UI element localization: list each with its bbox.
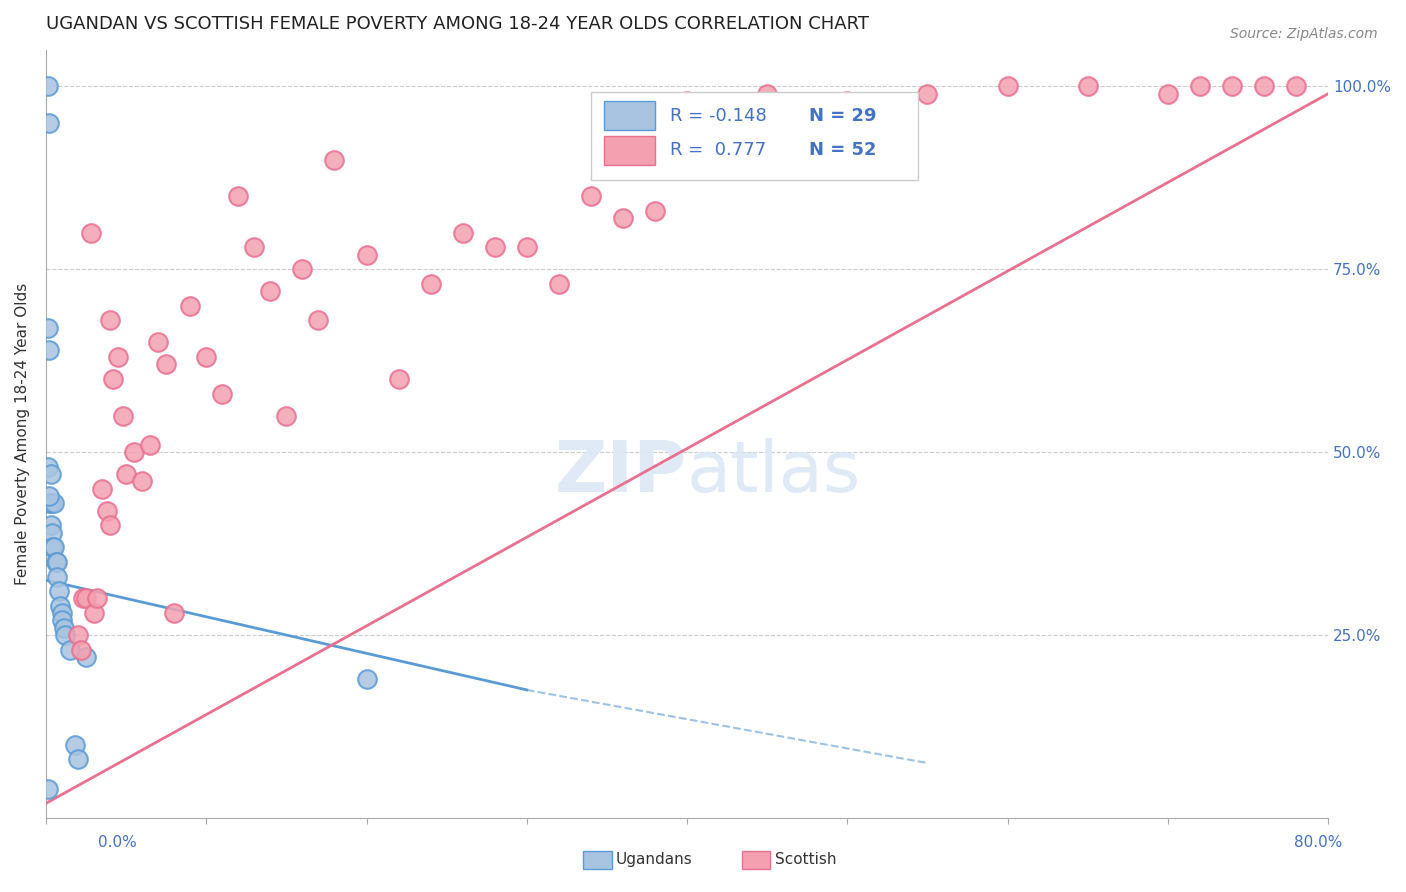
Point bbox=[80, 226, 103, 240]
Point bbox=[131, 475, 153, 489]
Point bbox=[59, 642, 82, 657]
Point bbox=[75, 650, 97, 665]
Point bbox=[1157, 87, 1180, 101]
Point bbox=[38, 489, 60, 503]
Point bbox=[42, 496, 65, 510]
Point bbox=[1285, 79, 1308, 94]
Point bbox=[37, 781, 59, 796]
Point bbox=[291, 262, 314, 277]
Text: ZIP: ZIP bbox=[555, 438, 688, 507]
Point bbox=[46, 555, 69, 569]
Point bbox=[122, 445, 145, 459]
Point bbox=[46, 569, 69, 583]
Text: Scottish: Scottish bbox=[775, 853, 837, 867]
Point bbox=[756, 87, 779, 101]
Point bbox=[155, 358, 177, 372]
Point bbox=[66, 628, 89, 642]
Point bbox=[1188, 79, 1211, 94]
Point bbox=[226, 189, 249, 203]
Point bbox=[676, 94, 699, 108]
Text: Ugandans: Ugandans bbox=[616, 853, 693, 867]
Point bbox=[195, 350, 218, 364]
Point bbox=[49, 599, 72, 613]
Point bbox=[107, 350, 129, 364]
Text: R = -0.148: R = -0.148 bbox=[671, 107, 768, 125]
Point bbox=[98, 313, 121, 327]
Point bbox=[45, 555, 67, 569]
Point bbox=[644, 203, 666, 218]
Point bbox=[41, 525, 63, 540]
Point bbox=[37, 79, 59, 94]
Point bbox=[86, 591, 108, 606]
Point bbox=[139, 438, 162, 452]
Point bbox=[48, 584, 70, 599]
Bar bbox=[603, 136, 655, 165]
Text: UGANDAN VS SCOTTISH FEMALE POVERTY AMONG 18-24 YEAR OLDS CORRELATION CHART: UGANDAN VS SCOTTISH FEMALE POVERTY AMONG… bbox=[46, 15, 869, 33]
Point bbox=[387, 372, 409, 386]
Point bbox=[1253, 79, 1275, 94]
Point bbox=[612, 211, 634, 225]
Point bbox=[917, 87, 939, 101]
Point bbox=[39, 467, 62, 482]
Bar bbox=[583, 851, 612, 869]
Text: atlas: atlas bbox=[688, 438, 862, 507]
Point bbox=[91, 482, 114, 496]
Point bbox=[83, 606, 105, 620]
Point bbox=[66, 752, 89, 766]
Text: 0.0%: 0.0% bbox=[98, 836, 138, 850]
Point bbox=[42, 541, 65, 555]
Point bbox=[39, 518, 62, 533]
Point bbox=[307, 313, 329, 327]
Point bbox=[211, 386, 233, 401]
Point bbox=[111, 409, 134, 423]
Point bbox=[837, 94, 859, 108]
Point bbox=[451, 226, 474, 240]
Point bbox=[96, 504, 118, 518]
Point bbox=[37, 459, 59, 474]
Y-axis label: Female Poverty Among 18-24 Year Olds: Female Poverty Among 18-24 Year Olds bbox=[15, 283, 30, 585]
Point bbox=[484, 240, 506, 254]
Point bbox=[75, 591, 97, 606]
Bar bbox=[603, 102, 655, 130]
Point bbox=[38, 496, 60, 510]
Point bbox=[98, 518, 121, 533]
Point bbox=[37, 320, 59, 334]
Point bbox=[115, 467, 138, 482]
Point bbox=[276, 409, 298, 423]
FancyBboxPatch shape bbox=[591, 92, 918, 180]
Point bbox=[356, 247, 378, 261]
Point bbox=[52, 621, 75, 635]
Point bbox=[70, 642, 93, 657]
Point bbox=[63, 738, 86, 752]
Point bbox=[1077, 79, 1099, 94]
Point bbox=[1220, 79, 1243, 94]
Point bbox=[53, 628, 76, 642]
Point bbox=[419, 277, 441, 291]
Point bbox=[997, 79, 1019, 94]
Point bbox=[51, 614, 73, 628]
Text: N = 52: N = 52 bbox=[808, 142, 876, 160]
Point bbox=[38, 116, 60, 130]
Point bbox=[323, 153, 346, 167]
Point bbox=[243, 240, 266, 254]
Text: R =  0.777: R = 0.777 bbox=[671, 142, 766, 160]
Bar bbox=[742, 851, 770, 869]
Point bbox=[163, 606, 186, 620]
Text: N = 29: N = 29 bbox=[808, 107, 876, 125]
Point bbox=[103, 372, 125, 386]
Point bbox=[259, 284, 281, 298]
Point bbox=[356, 672, 378, 686]
Point bbox=[41, 541, 63, 555]
Point bbox=[146, 335, 169, 350]
Point bbox=[516, 240, 538, 254]
Point bbox=[39, 496, 62, 510]
Text: Source: ZipAtlas.com: Source: ZipAtlas.com bbox=[1230, 27, 1378, 41]
Point bbox=[547, 277, 569, 291]
Point bbox=[579, 189, 602, 203]
Point bbox=[72, 591, 94, 606]
Text: 80.0%: 80.0% bbox=[1295, 836, 1343, 850]
Point bbox=[38, 343, 60, 357]
Point bbox=[179, 299, 201, 313]
Point bbox=[51, 606, 73, 620]
